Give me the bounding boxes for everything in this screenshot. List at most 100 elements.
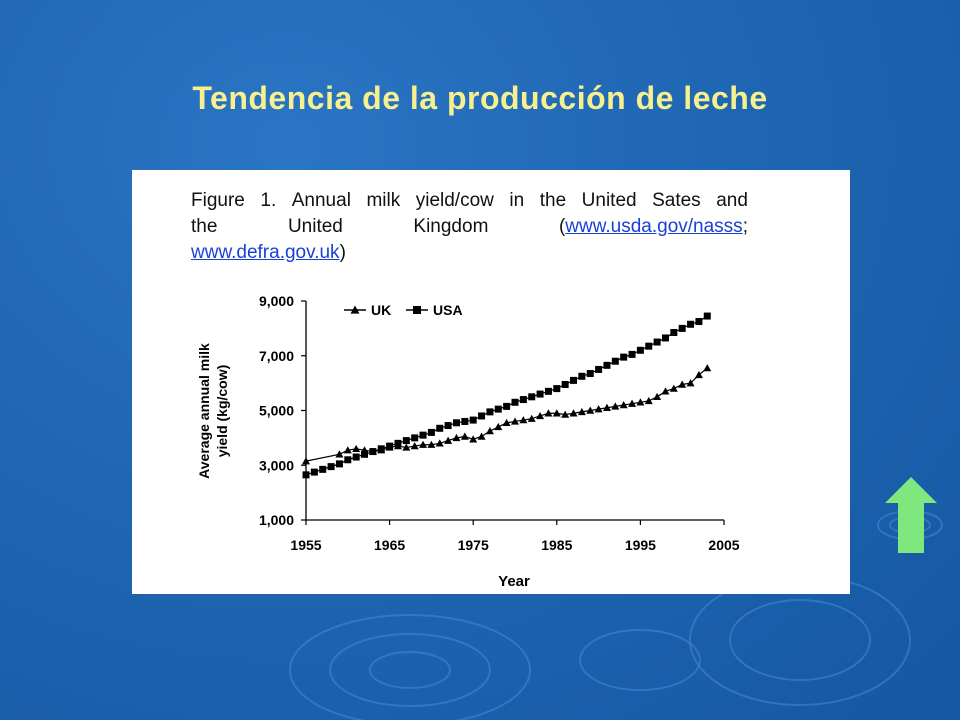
y-axis-label-line-2: yield (kg/cow) (214, 365, 230, 458)
data-point-usa (603, 361, 611, 369)
data-point-usa (419, 431, 427, 439)
data-point-uk (544, 409, 553, 417)
x-axis-label: Year (498, 573, 530, 590)
milk-yield-chart: Average annual milk yield (kg/cow) Year … (196, 293, 740, 590)
data-point-usa (611, 357, 619, 365)
data-point-usa (344, 456, 352, 464)
legend-label-usa: USA (433, 302, 463, 318)
caption-line-3: www.defra.gov.uk) (191, 240, 748, 266)
data-point-uk (611, 402, 620, 410)
caption-line-1: Figure 1. Annual milk yield/cow in the U… (191, 188, 748, 214)
data-point-usa (394, 439, 402, 447)
data-point-uk (561, 410, 570, 418)
data-point-uk (502, 418, 511, 427)
data-point-uk (577, 407, 586, 416)
data-point-uk (686, 379, 695, 387)
data-point-uk (444, 436, 453, 444)
data-point-usa (661, 334, 669, 342)
caption-word: in (509, 190, 525, 211)
data-point-uk (619, 401, 628, 409)
data-point-usa (319, 465, 327, 473)
data-point-usa (327, 463, 335, 471)
data-point-uk (302, 457, 310, 465)
y-tick-label: 1,000 (259, 512, 294, 528)
data-point-uk (352, 444, 361, 453)
y-tick-label: 7,000 (259, 348, 294, 364)
data-point-usa (352, 453, 360, 461)
figure-panel: Figure 1. Annual milk yield/cow in the U… (132, 170, 937, 594)
data-point-uk (661, 387, 670, 395)
data-point-usa (402, 437, 410, 445)
data-point-usa (620, 353, 628, 361)
data-point-uk (669, 384, 678, 392)
data-point-usa (570, 376, 578, 384)
data-point-usa (503, 402, 511, 410)
data-point-uk (703, 364, 712, 372)
data-point-uk (653, 392, 662, 401)
x-tick-label: 1955 (290, 537, 321, 553)
data-point-usa (302, 471, 310, 479)
caption-paren-open: ( (558, 216, 566, 237)
data-point-uk (636, 398, 645, 406)
data-point-usa (310, 468, 318, 476)
caption-word: Figure (191, 190, 245, 211)
y-tick-label: 3,000 (259, 457, 294, 473)
data-point-usa (544, 387, 552, 395)
data-point-usa (494, 405, 502, 413)
x-tick-label: 1965 (374, 537, 405, 553)
data-point-uk (460, 432, 469, 440)
caption-word: yield/cow (415, 190, 494, 211)
data-point-uk (419, 440, 428, 448)
data-point-usa (335, 460, 343, 468)
up-arrow-icon (885, 477, 937, 553)
data-point-usa (645, 342, 653, 350)
caption-word: milk (366, 190, 401, 211)
data-point-uk (343, 446, 352, 454)
legend-marker-usa (413, 306, 421, 314)
data-point-usa (595, 365, 603, 373)
data-point-usa (528, 393, 536, 401)
data-point-uk (628, 399, 637, 407)
data-point-uk (678, 380, 687, 388)
x-tick-label: 1985 (541, 537, 572, 553)
series-line-uk (305, 367, 708, 462)
data-point-uk (536, 411, 545, 420)
data-point-usa (511, 398, 519, 406)
data-point-uk (335, 450, 344, 458)
data-point-usa (695, 318, 703, 326)
defra-link[interactable]: www.defra.gov.uk (191, 242, 340, 263)
data-point-uk (586, 406, 595, 414)
caption-word: Annual (291, 190, 351, 211)
data-point-usa (653, 338, 661, 346)
legend-label-uk: UK (371, 302, 391, 318)
data-point-uk (594, 405, 603, 413)
data-point-usa (670, 328, 678, 336)
data-point-uk (694, 370, 703, 379)
data-point-usa (427, 428, 435, 436)
legend-marker-uk (350, 305, 360, 314)
caption-line-2: the United Kingdom (www.usda.gov/nasss; (191, 214, 748, 240)
x-tick-label: 1995 (625, 537, 656, 553)
data-point-usa (478, 412, 486, 420)
usda-link[interactable]: www.usda.gov/nasss (565, 216, 743, 237)
caption-word: Kingdom (413, 216, 489, 237)
data-point-uk (452, 433, 461, 442)
data-point-uk (469, 435, 478, 443)
caption-word: the (539, 190, 567, 211)
data-point-usa (469, 416, 477, 424)
data-point-uk (519, 416, 528, 424)
caption-semicolon: ; (742, 216, 748, 237)
data-point-usa (536, 390, 544, 398)
data-point-usa (687, 320, 695, 328)
data-point-usa (386, 442, 394, 450)
caption-link-group: (www.usda.gov/nasss; (559, 214, 748, 240)
data-point-uk (569, 409, 578, 417)
y-tick-label: 5,000 (259, 403, 294, 419)
caption-paren-close: ) (339, 242, 346, 263)
data-point-uk (410, 442, 419, 450)
caption-word: 1. (260, 190, 277, 211)
data-point-usa (628, 350, 636, 358)
data-point-usa (361, 450, 369, 458)
data-point-usa (461, 417, 469, 425)
data-point-usa (636, 346, 644, 354)
